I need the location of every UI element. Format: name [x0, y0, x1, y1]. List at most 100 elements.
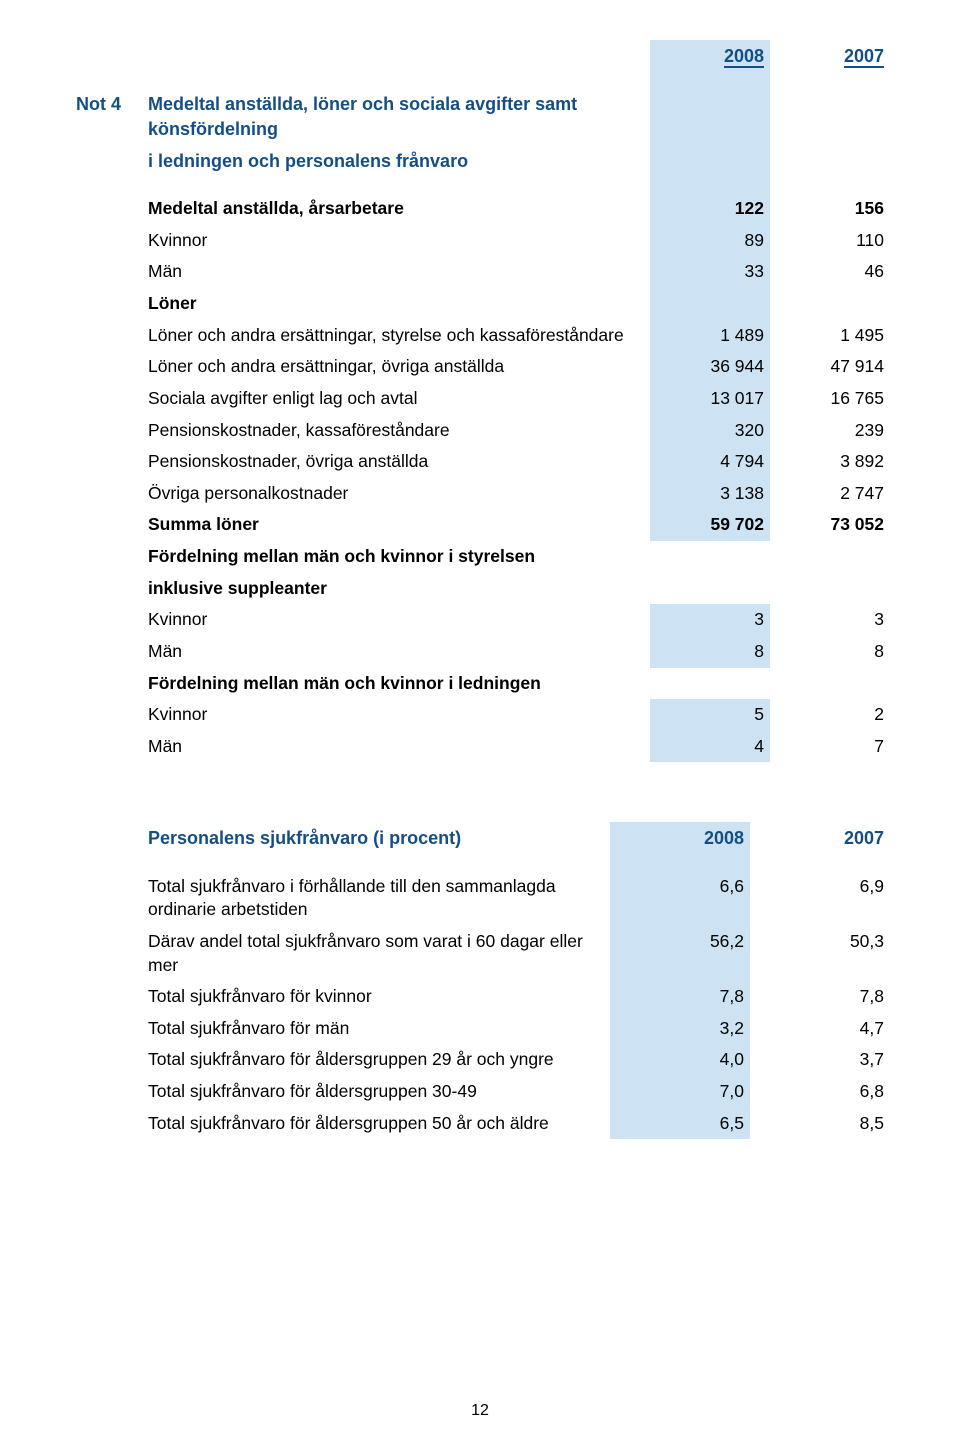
row-value-2008: 36 944 — [650, 351, 770, 383]
row-value-2008: 5 — [650, 699, 770, 731]
row-label: Pensionskostnader, kassaföreståndare — [142, 415, 650, 447]
row-value-2007: 156 — [770, 193, 890, 225]
row-value-2008: 4 794 — [650, 446, 770, 478]
row-value-2008: 3,2 — [610, 1013, 750, 1045]
row-value-2008 — [650, 573, 770, 605]
table-row: Medeltal anställda, årsarbetare122156 — [70, 193, 890, 225]
row-value-2008: 33 — [650, 256, 770, 288]
table-row: Fördelning mellan män och kvinnor i ledn… — [70, 668, 890, 700]
table-row: inklusive suppleanter — [70, 573, 890, 605]
row-value-2008 — [650, 541, 770, 573]
page-container: 2008 2007 Not 4 Medeltal anställda, löne… — [0, 0, 960, 1179]
table-row: Total sjukfrånvaro för åldersgruppen 29 … — [70, 1044, 890, 1076]
row-value-2008: 13 017 — [650, 383, 770, 415]
row-value-2007: 4,7 — [750, 1013, 890, 1045]
row-label: Total sjukfrånvaro för kvinnor — [142, 981, 610, 1013]
row-value-2007 — [770, 573, 890, 605]
row-label: Fördelning mellan män och kvinnor i styr… — [142, 541, 650, 573]
note-title-line-2: i ledningen och personalens frånvaro — [142, 145, 650, 177]
row-value-2007: 7 — [770, 731, 890, 763]
table-2-title: Personalens sjukfrånvaro (i procent) — [142, 822, 610, 854]
table-row: Summa löner59 70273 052 — [70, 509, 890, 541]
row-value-2007: 3 892 — [770, 446, 890, 478]
row-label: Löner — [142, 288, 650, 320]
row-label: Medeltal anställda, årsarbetare — [142, 193, 650, 225]
table-2: Personalens sjukfrånvaro (i procent) 200… — [70, 822, 890, 1139]
row-label: Kvinnor — [142, 225, 650, 257]
table-row: Därav andel total sjukfrånvaro som varat… — [70, 926, 890, 981]
table-row: Total sjukfrånvaro för kvinnor7,87,8 — [70, 981, 890, 1013]
table-row: Pensionskostnader, övriga anställda4 794… — [70, 446, 890, 478]
row-value-2008: 4 — [650, 731, 770, 763]
row-value-2008 — [650, 668, 770, 700]
row-value-2007 — [770, 541, 890, 573]
row-value-2007: 2 747 — [770, 478, 890, 510]
table-row: Kvinnor33 — [70, 604, 890, 636]
table-row: Män88 — [70, 636, 890, 668]
row-value-2007: 46 — [770, 256, 890, 288]
row-label: Total sjukfrånvaro för åldersgruppen 29 … — [142, 1044, 610, 1076]
table-row: Övriga personalkostnader3 1382 747 — [70, 478, 890, 510]
row-label: Total sjukfrånvaro för åldersgruppen 30-… — [142, 1076, 610, 1108]
row-label: Män — [142, 731, 650, 763]
row-label: Fördelning mellan män och kvinnor i ledn… — [142, 668, 650, 700]
row-label: Löner och andra ersättningar, styrelse o… — [142, 320, 650, 352]
row-value-2008: 89 — [650, 225, 770, 257]
row-value-2008: 7,0 — [610, 1076, 750, 1108]
row-value-2007: 8,5 — [750, 1108, 890, 1140]
row-value-2007: 6,8 — [750, 1076, 890, 1108]
row-label: Övriga personalkostnader — [142, 478, 650, 510]
row-label: inklusive suppleanter — [142, 573, 650, 605]
table-row: Total sjukfrånvaro för åldersgruppen 30-… — [70, 1076, 890, 1108]
table-row: Fördelning mellan män och kvinnor i styr… — [70, 541, 890, 573]
row-value-2008 — [650, 288, 770, 320]
row-label: Pensionskostnader, övriga anställda — [142, 446, 650, 478]
row-value-2007 — [770, 668, 890, 700]
row-value-2008: 1 489 — [650, 320, 770, 352]
table-row: Total sjukfrånvaro för män3,24,7 — [70, 1013, 890, 1045]
row-value-2007: 1 495 — [770, 320, 890, 352]
table-2-header-row: Personalens sjukfrånvaro (i procent) 200… — [70, 822, 890, 854]
row-label: Total sjukfrånvaro i förhållande till de… — [142, 871, 610, 926]
page-number: 12 — [0, 1402, 960, 1420]
row-value-2007: 3,7 — [750, 1044, 890, 1076]
row-label: Total sjukfrånvaro för åldersgruppen 50 … — [142, 1108, 610, 1140]
note-title-row-2: i ledningen och personalens frånvaro — [70, 145, 890, 177]
row-label: Därav andel total sjukfrånvaro som varat… — [142, 926, 610, 981]
row-value-2007: 110 — [770, 225, 890, 257]
table-row: Män47 — [70, 731, 890, 763]
table-1: 2008 2007 Not 4 Medeltal anställda, löne… — [70, 40, 890, 762]
row-label: Sociala avgifter enligt lag och avtal — [142, 383, 650, 415]
row-label: Män — [142, 256, 650, 288]
table-row: Pensionskostnader, kassaföreståndare3202… — [70, 415, 890, 447]
table-row: Löner — [70, 288, 890, 320]
row-value-2008: 3 — [650, 604, 770, 636]
row-value-2008: 122 — [650, 193, 770, 225]
table-row: Kvinnor89110 — [70, 225, 890, 257]
row-label: Löner och andra ersättningar, övriga ans… — [142, 351, 650, 383]
note-title-row-1: Not 4 Medeltal anställda, löner och soci… — [70, 88, 890, 145]
row-label: Män — [142, 636, 650, 668]
row-value-2007: 50,3 — [750, 926, 890, 981]
row-value-2007: 239 — [770, 415, 890, 447]
row-value-2008: 3 138 — [650, 478, 770, 510]
row-value-2008: 56,2 — [610, 926, 750, 981]
table-2-header-col2: 2007 — [750, 822, 890, 854]
row-value-2007: 73 052 — [770, 509, 890, 541]
table-1-header-col2: 2007 — [844, 46, 884, 68]
table-row: Kvinnor52 — [70, 699, 890, 731]
row-value-2007: 3 — [770, 604, 890, 636]
row-value-2007: 6,9 — [750, 871, 890, 926]
table-row: Löner och andra ersättningar, styrelse o… — [70, 320, 890, 352]
row-value-2007: 2 — [770, 699, 890, 731]
row-value-2008: 8 — [650, 636, 770, 668]
row-label: Kvinnor — [142, 699, 650, 731]
table-row: Löner och andra ersättningar, övriga ans… — [70, 351, 890, 383]
table-row: Män3346 — [70, 256, 890, 288]
row-value-2007: 16 765 — [770, 383, 890, 415]
row-value-2007 — [770, 288, 890, 320]
row-label: Kvinnor — [142, 604, 650, 636]
row-value-2007: 7,8 — [750, 981, 890, 1013]
table-row: Total sjukfrånvaro i förhållande till de… — [70, 871, 890, 926]
table-row: Total sjukfrånvaro för åldersgruppen 50 … — [70, 1108, 890, 1140]
